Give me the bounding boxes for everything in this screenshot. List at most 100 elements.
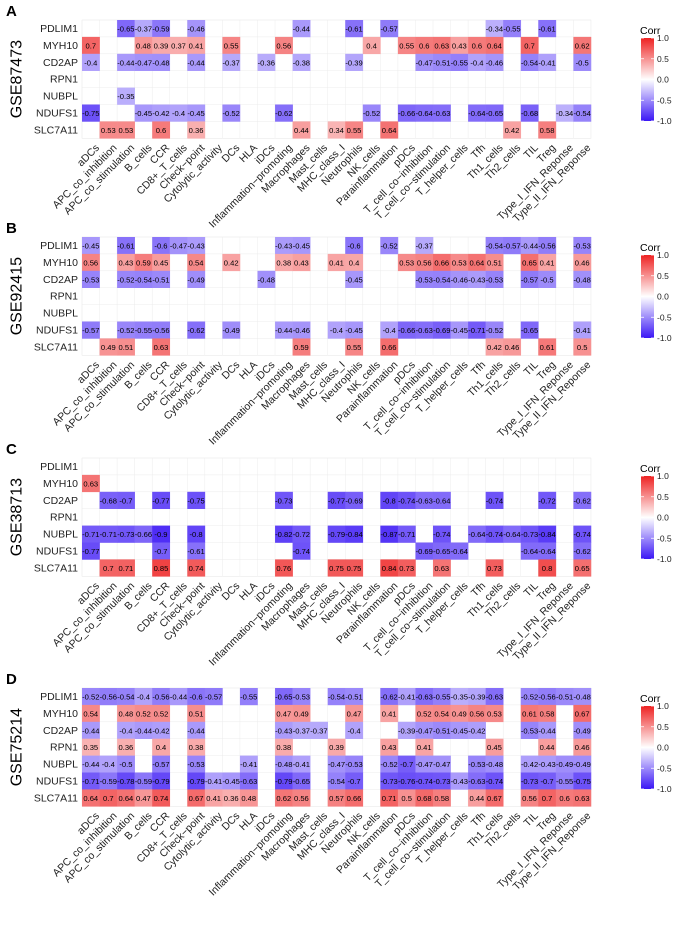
cell-value-label: 0.75 [347, 564, 362, 573]
heatmap-cell [117, 121, 135, 139]
cell-value-label: -0.56 [538, 692, 555, 701]
heatmap-cell [520, 721, 539, 739]
legend-tick-label: -1.0 [657, 554, 672, 564]
cell-value-label: -0.52 [486, 326, 503, 335]
cell-value-label: -0.62 [574, 547, 591, 556]
cell-value-label: -0.49 [187, 275, 204, 284]
cell-value-label: -0.44 [117, 58, 134, 67]
heatmap-cell [433, 270, 451, 288]
heatmap-cell [503, 237, 522, 255]
cell-value-label: 0.63 [83, 479, 98, 488]
cell-value-label: -0.82 [275, 530, 292, 539]
cell-value-label: -0.44 [135, 726, 152, 735]
cell-value-label: -0.64 [468, 109, 485, 118]
heatmap-cell [485, 755, 504, 773]
cell-value-label: 0.5 [401, 794, 412, 803]
heatmap-cell [485, 525, 504, 543]
heatmap-cell [520, 321, 539, 339]
heatmap-cell [327, 789, 346, 807]
cell-value-label: 0.84 [382, 564, 397, 573]
heatmap-cell [82, 688, 100, 706]
heatmap-cell [257, 270, 276, 288]
cell-value-label: -0.48 [574, 275, 591, 284]
heatmap-cell [433, 559, 451, 577]
cell-value-label: -0.48 [574, 692, 591, 701]
cell-value-label: -0.52 [380, 241, 397, 250]
cell-value-label: -0.64 [521, 547, 538, 556]
cell-value-label: -0.45 [451, 726, 468, 735]
heatmap-cell [433, 789, 451, 807]
heatmap-cell [468, 321, 486, 339]
cell-value-label: -0.44 [293, 24, 310, 33]
heatmap-cell [380, 559, 399, 577]
heatmap-cell [485, 789, 504, 807]
cell-value-label: 0.64 [382, 126, 397, 135]
heatmap-cell [485, 704, 504, 723]
cell-value-label: 0.41 [329, 258, 344, 267]
heatmap-cell [275, 36, 293, 55]
cell-value-label: -0.38 [293, 58, 310, 67]
cell-value-label: 0.42 [224, 258, 239, 267]
cell-value-label: -0.69 [416, 547, 433, 556]
heatmap-cell [345, 338, 364, 356]
cell-value-label: -0.73 [380, 777, 397, 786]
heatmap-cell [169, 237, 188, 255]
cell-value-label: 0.65 [522, 258, 537, 267]
heatmap-cell [275, 321, 293, 339]
cell-value-label: 0.53 [487, 709, 502, 718]
heatmap-cell [204, 688, 223, 706]
cell-value-label: -0.48 [152, 58, 169, 67]
cell-value-label: -0.75 [574, 777, 591, 786]
cell-value-label: 0.38 [276, 743, 291, 752]
heatmap-cell [555, 688, 574, 706]
cell-value-label: -0.46 [451, 275, 468, 284]
cell-value-label: -0.64 [433, 496, 450, 505]
heatmap-cell [415, 491, 434, 509]
heatmap-cell [204, 772, 223, 790]
heatmap-cell [485, 20, 504, 38]
legend-tick-label: -0.5 [657, 312, 672, 322]
heatmap-cell [99, 772, 118, 790]
heatmap-cell [573, 53, 592, 71]
heatmap-cell [397, 36, 416, 55]
heatmap-cell [239, 755, 258, 773]
cell-value-label: -0.54 [521, 58, 538, 67]
cell-value-label: -0.4 [137, 692, 150, 701]
cell-value-label: 0.63 [575, 794, 590, 803]
heatmap-cell [538, 688, 557, 706]
heatmap-cell [187, 121, 206, 139]
row-label: CD2AP [43, 725, 78, 737]
heatmap-cell [187, 525, 206, 543]
heatmap-cell [310, 721, 328, 739]
heatmap-cell [292, 542, 311, 560]
heatmap-cell [485, 491, 504, 509]
heatmap-cell [362, 36, 381, 55]
row-label: PDLIM1 [40, 691, 78, 703]
cell-value-label: 0.53 [118, 126, 133, 135]
cell-value-label: -0.51 [345, 692, 362, 701]
heatmap-cell [82, 789, 100, 807]
cell-value-label: 0.56 [469, 709, 484, 718]
heatmap-cell [327, 755, 346, 773]
heatmap-cell [134, 36, 153, 55]
row-label: CD2AP [43, 274, 78, 286]
heatmap-cell [380, 237, 399, 255]
heatmap-cell [275, 721, 293, 739]
cell-value-label: 0.53 [399, 258, 414, 267]
heatmap-cell [345, 321, 364, 339]
cell-value-label: 0.58 [434, 794, 449, 803]
row-label: RPN1 [50, 74, 78, 86]
cell-value-label: -0.66 [398, 326, 415, 335]
heatmap-cell [573, 559, 592, 577]
cell-value-label: -0.54 [328, 692, 345, 701]
cell-value-label: -0.45 [345, 275, 362, 284]
cell-value-label: -0.73 [433, 777, 450, 786]
heatmap-cell [468, 704, 486, 723]
heatmap-cell [573, 688, 592, 706]
heatmap-cell [345, 253, 364, 272]
cell-value-label: -0.66 [398, 109, 415, 118]
heatmap-cell [134, 525, 153, 543]
heatmap-cell [117, 704, 135, 723]
heatmap-cell [292, 321, 311, 339]
cell-value-label: -0.74 [574, 530, 591, 539]
